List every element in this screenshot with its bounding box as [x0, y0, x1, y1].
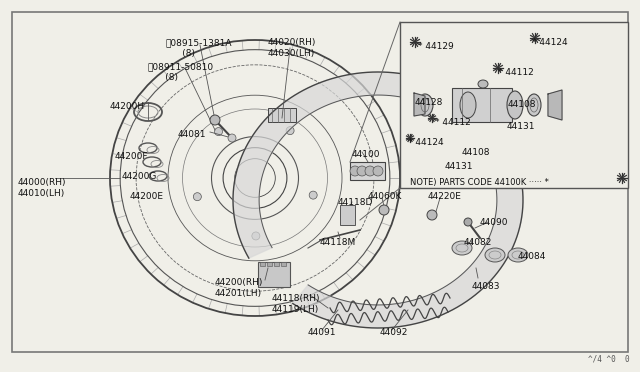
Ellipse shape: [452, 241, 472, 255]
Ellipse shape: [508, 248, 528, 262]
Text: 44092: 44092: [380, 328, 408, 337]
Text: 44083: 44083: [472, 282, 500, 291]
Text: 44090: 44090: [480, 218, 509, 227]
Text: * 44112: * 44112: [498, 68, 534, 77]
Text: 44118(RH)
44119(LH): 44118(RH) 44119(LH): [272, 294, 321, 314]
Bar: [281, 262, 286, 266]
Bar: [274, 262, 279, 266]
Ellipse shape: [460, 92, 476, 118]
Bar: [268, 108, 296, 122]
Ellipse shape: [478, 80, 488, 88]
Circle shape: [357, 166, 367, 176]
Circle shape: [252, 232, 260, 240]
Ellipse shape: [527, 94, 541, 116]
Text: * 44124: * 44124: [532, 38, 568, 47]
Text: 44200G: 44200G: [122, 172, 157, 181]
Polygon shape: [292, 102, 523, 328]
Ellipse shape: [507, 91, 523, 119]
Bar: [452, 88, 512, 122]
Circle shape: [427, 210, 437, 220]
Text: 44118M: 44118M: [320, 238, 356, 247]
Text: 44100: 44100: [352, 150, 381, 159]
Bar: [400, 22, 628, 188]
Circle shape: [193, 193, 202, 201]
Text: 44128: 44128: [415, 98, 444, 107]
Text: 44091: 44091: [308, 328, 337, 337]
Text: 44082: 44082: [464, 238, 492, 247]
Circle shape: [350, 166, 360, 176]
Text: 44060K: 44060K: [368, 192, 403, 201]
Text: 44200H: 44200H: [110, 102, 145, 111]
Text: Ⓞ08911-50810
      (8): Ⓞ08911-50810 (8): [148, 62, 214, 82]
Text: 44131: 44131: [507, 122, 536, 131]
Text: * 44112: * 44112: [435, 118, 471, 127]
Bar: [258, 262, 290, 287]
Circle shape: [373, 166, 383, 176]
Ellipse shape: [485, 248, 505, 262]
Bar: [340, 205, 355, 225]
Circle shape: [365, 166, 375, 176]
Text: 44200E: 44200E: [130, 192, 164, 201]
Text: 44131: 44131: [445, 162, 474, 171]
Text: 44118D: 44118D: [338, 198, 373, 207]
Text: 44020(RH)
44030(LH): 44020(RH) 44030(LH): [268, 38, 316, 58]
Circle shape: [379, 205, 389, 215]
Polygon shape: [548, 90, 562, 120]
Polygon shape: [414, 93, 425, 116]
Circle shape: [228, 134, 236, 142]
Text: ^/4 ^0  0: ^/4 ^0 0: [588, 355, 630, 364]
Text: 44200F: 44200F: [115, 152, 148, 161]
Text: NOTE) PARTS CODE 44100K ····· *: NOTE) PARTS CODE 44100K ····· *: [410, 178, 549, 187]
Text: 44200(RH)
44201(LH): 44200(RH) 44201(LH): [215, 278, 264, 298]
Text: * 44124: * 44124: [408, 138, 444, 147]
Bar: [260, 262, 265, 266]
Text: 44108: 44108: [508, 100, 536, 109]
Circle shape: [309, 191, 317, 199]
Text: 44108: 44108: [462, 148, 490, 157]
Text: 44220E: 44220E: [428, 192, 462, 201]
Bar: [350, 162, 385, 180]
Text: 44081: 44081: [178, 130, 207, 139]
Text: Ⓠ08915-1381A
      (8): Ⓠ08915-1381A (8): [165, 38, 232, 58]
Bar: [267, 262, 272, 266]
Ellipse shape: [417, 94, 433, 116]
Circle shape: [214, 128, 223, 136]
Circle shape: [286, 126, 294, 135]
Text: 44084: 44084: [518, 252, 547, 261]
Circle shape: [464, 218, 472, 226]
Polygon shape: [233, 72, 481, 258]
Circle shape: [210, 115, 220, 125]
Text: 44000(RH)
44010(LH): 44000(RH) 44010(LH): [18, 178, 67, 198]
Text: * 44129: * 44129: [418, 42, 454, 51]
